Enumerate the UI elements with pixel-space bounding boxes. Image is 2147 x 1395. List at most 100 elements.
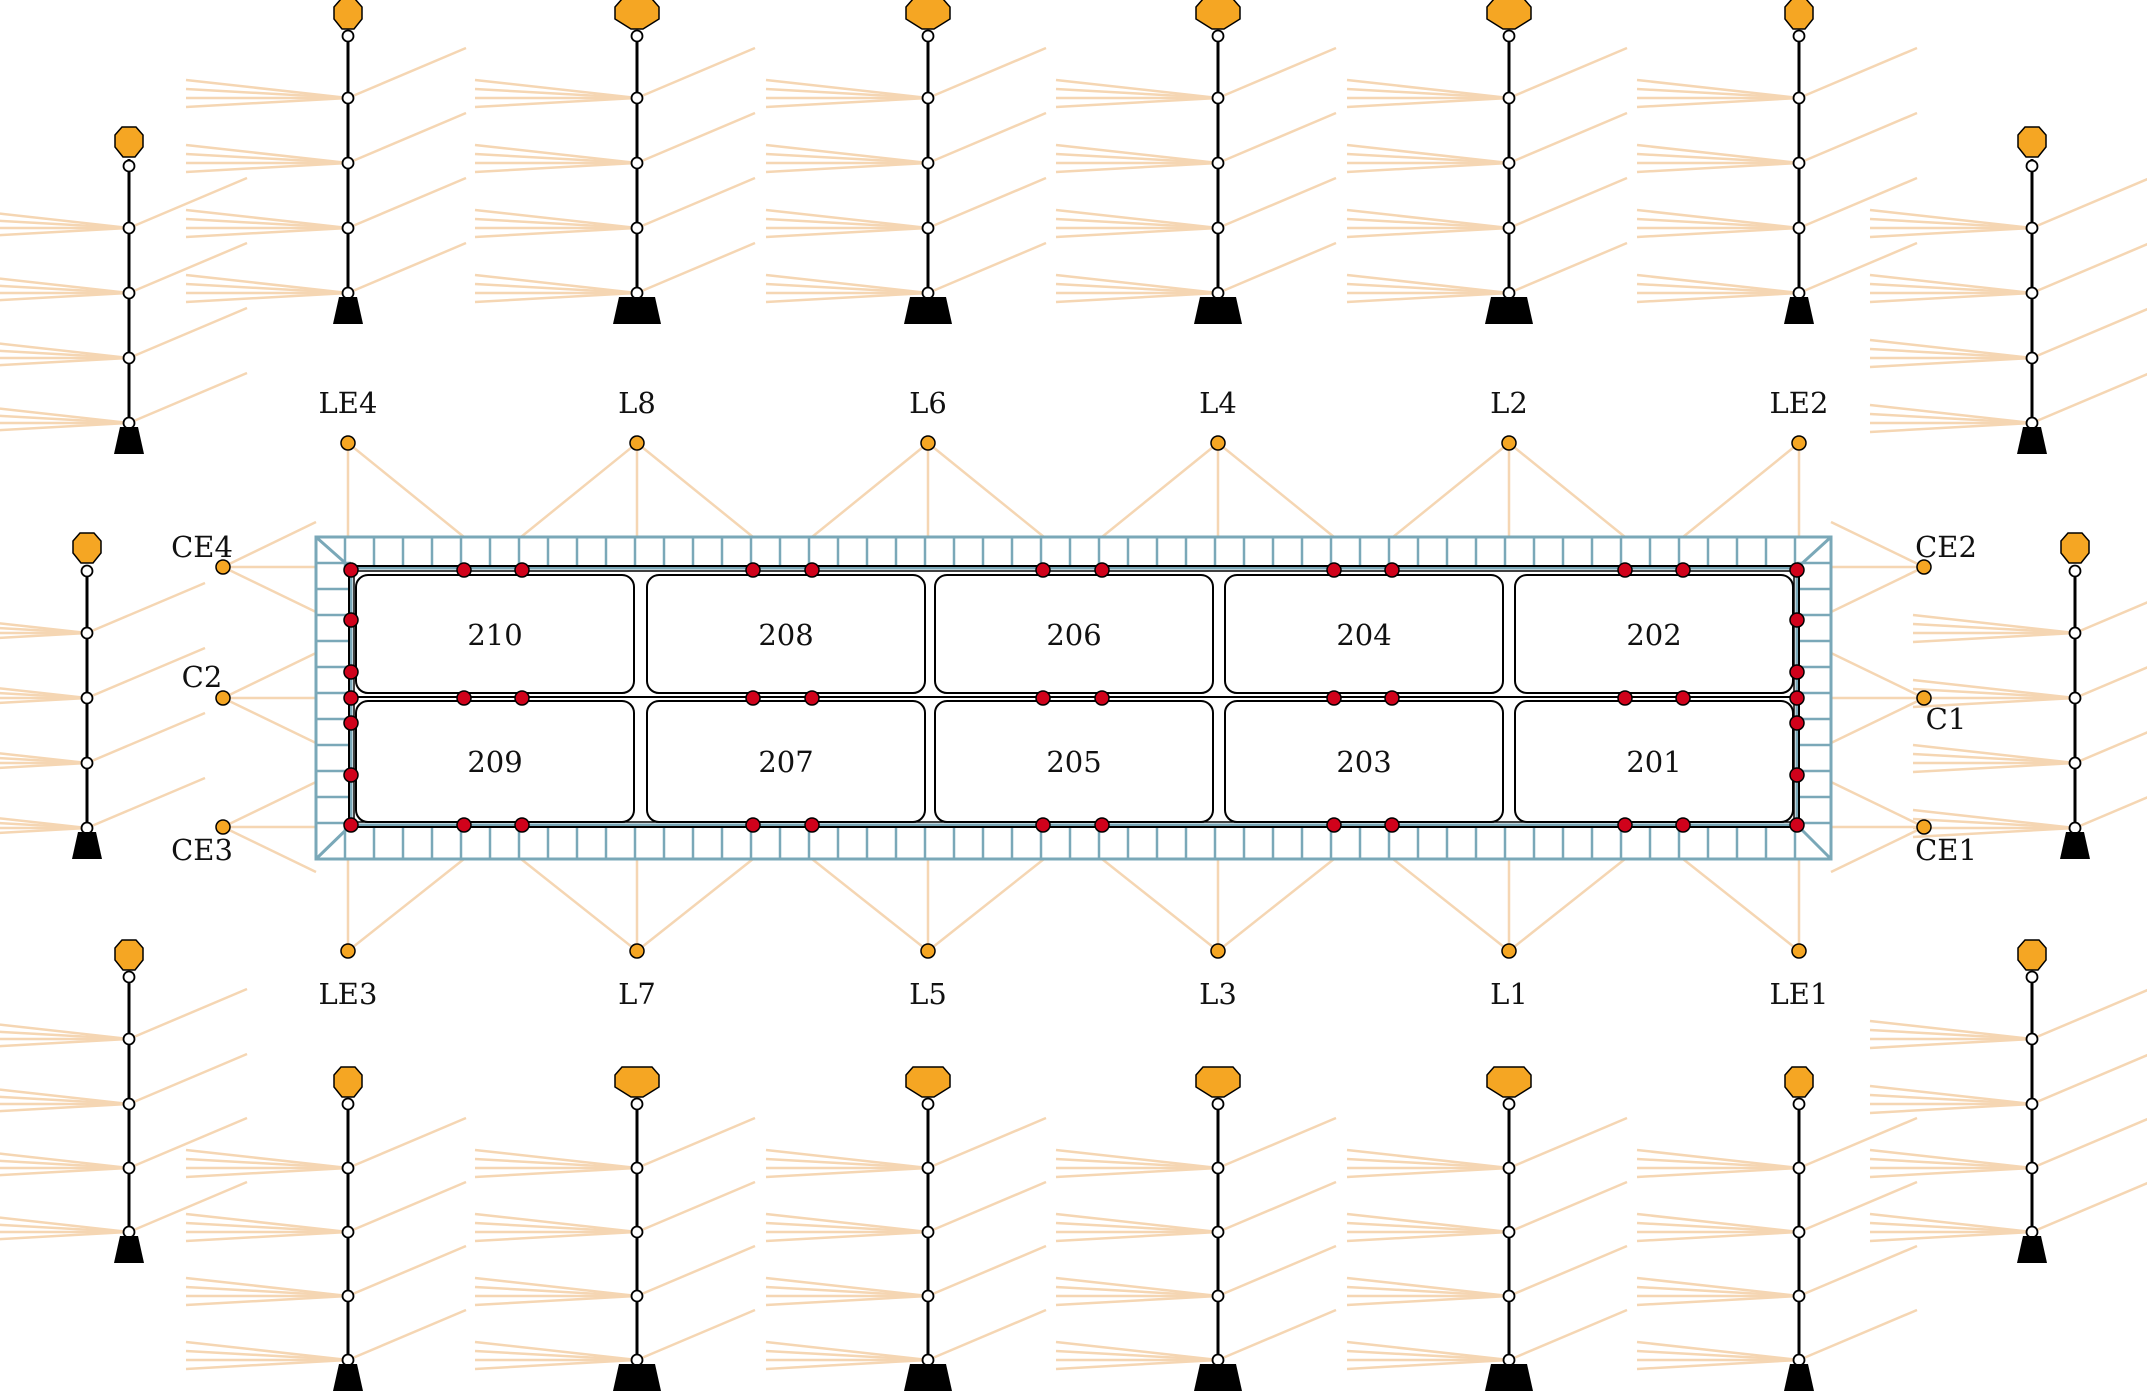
strut-line	[636, 1180, 756, 1234]
strut-line	[1346, 1349, 1510, 1362]
strut-line	[185, 96, 349, 109]
strut-line	[1346, 1230, 1510, 1243]
junction-node-icon	[341, 221, 355, 235]
junction-node-icon	[921, 1289, 935, 1303]
strut-line	[1346, 282, 1510, 295]
mast-foot	[1194, 297, 1242, 324]
strut-line	[1346, 1221, 1510, 1234]
junction-node-icon	[630, 1353, 644, 1367]
strut-line	[0, 631, 88, 640]
strut-line	[1912, 761, 2076, 774]
junction-node-icon	[1792, 1161, 1806, 1175]
mast-14	[72, 532, 102, 859]
red-node-icon	[804, 690, 820, 706]
strut-line	[1912, 622, 2076, 635]
strut-line	[1217, 241, 1337, 295]
strut-line	[1869, 412, 2033, 425]
mast-17	[2017, 939, 2047, 1263]
strut-line	[86, 646, 206, 700]
strut-line	[765, 1276, 929, 1298]
strut-line	[765, 1340, 929, 1362]
mast-7	[613, 1066, 661, 1391]
junction-node-icon	[1211, 221, 1225, 235]
anchor-point-icon	[1501, 943, 1517, 959]
red-node-icon	[804, 562, 820, 578]
strut-line	[1798, 241, 1918, 295]
strut-line	[1055, 1166, 1219, 1179]
strut-line	[474, 1148, 638, 1170]
strut-line	[1869, 1166, 2033, 1179]
mast-9	[1194, 1066, 1242, 1391]
strut-line	[1101, 858, 1219, 952]
strut-line	[1055, 291, 1219, 304]
mast-foot	[114, 1236, 144, 1263]
strut-line	[765, 1358, 929, 1371]
room-label: 209	[467, 745, 522, 779]
red-node-icon	[1789, 817, 1805, 833]
junction-node-icon	[2068, 691, 2082, 705]
strut-line	[1830, 696, 1925, 745]
strut-line	[185, 1294, 349, 1307]
junction-node-icon	[630, 1225, 644, 1239]
tower-icon	[1486, 0, 1532, 30]
strut-line	[0, 1102, 130, 1113]
strut-line	[811, 442, 929, 538]
strut-line	[1055, 143, 1219, 165]
mast-11	[1784, 1066, 1814, 1391]
strut-line	[128, 1116, 248, 1170]
strut-line	[1346, 1358, 1510, 1371]
strut-line	[1346, 152, 1510, 165]
strut-line	[1055, 87, 1219, 100]
junction-node-icon	[80, 691, 94, 705]
strut-line	[1830, 780, 1925, 829]
tower-icon	[614, 1066, 660, 1098]
strut-line	[1636, 1157, 1800, 1170]
strut-line	[1055, 1340, 1219, 1362]
strut-line	[0, 1230, 130, 1241]
strut-line	[1636, 1148, 1800, 1170]
red-node-icon	[343, 562, 359, 578]
strut-line	[2031, 242, 2147, 295]
junction-node-icon	[341, 1289, 355, 1303]
junction-node-icon	[1502, 221, 1516, 235]
junction-node-icon	[921, 221, 935, 235]
strut-line	[1636, 143, 1800, 165]
red-node-icon	[343, 690, 359, 706]
point-label-top: LE4	[319, 386, 378, 420]
strut-line	[765, 282, 929, 295]
mast-foot	[333, 297, 363, 324]
strut-line	[1636, 1340, 1800, 1362]
strut-line	[636, 1244, 756, 1298]
room-label: 201	[1626, 745, 1681, 779]
node-layer	[343, 562, 1805, 833]
junction-node-icon	[2025, 1032, 2039, 1046]
strut-line	[185, 1221, 349, 1234]
anchor-point-icon	[920, 943, 936, 959]
frame-layer	[314, 535, 1833, 861]
red-node-icon	[456, 817, 472, 833]
strut-line	[1912, 678, 2076, 700]
strut-line	[1055, 1294, 1219, 1307]
mast-6	[333, 1066, 363, 1391]
junction-node-icon	[122, 221, 136, 235]
junction-node-icon	[2025, 1225, 2039, 1239]
red-node-icon	[804, 817, 820, 833]
junction-node-icon	[122, 970, 136, 984]
anchor-point-icon	[340, 435, 356, 451]
strut-line	[1055, 1157, 1219, 1170]
strut-line	[2031, 1117, 2147, 1170]
point-label-bottom: L5	[909, 977, 947, 1011]
strut-line	[765, 217, 929, 230]
strut-line	[128, 241, 248, 295]
strut-line	[765, 291, 929, 304]
junction-node-icon	[122, 286, 136, 300]
strut-line	[765, 1212, 929, 1234]
strut-line	[765, 143, 929, 165]
junction-node-icon	[341, 29, 355, 43]
strut-line	[1392, 442, 1510, 538]
mast-foot	[333, 1364, 363, 1391]
strut-line	[185, 1166, 349, 1179]
junction-node-icon	[122, 1225, 136, 1239]
strut-line	[474, 226, 638, 239]
